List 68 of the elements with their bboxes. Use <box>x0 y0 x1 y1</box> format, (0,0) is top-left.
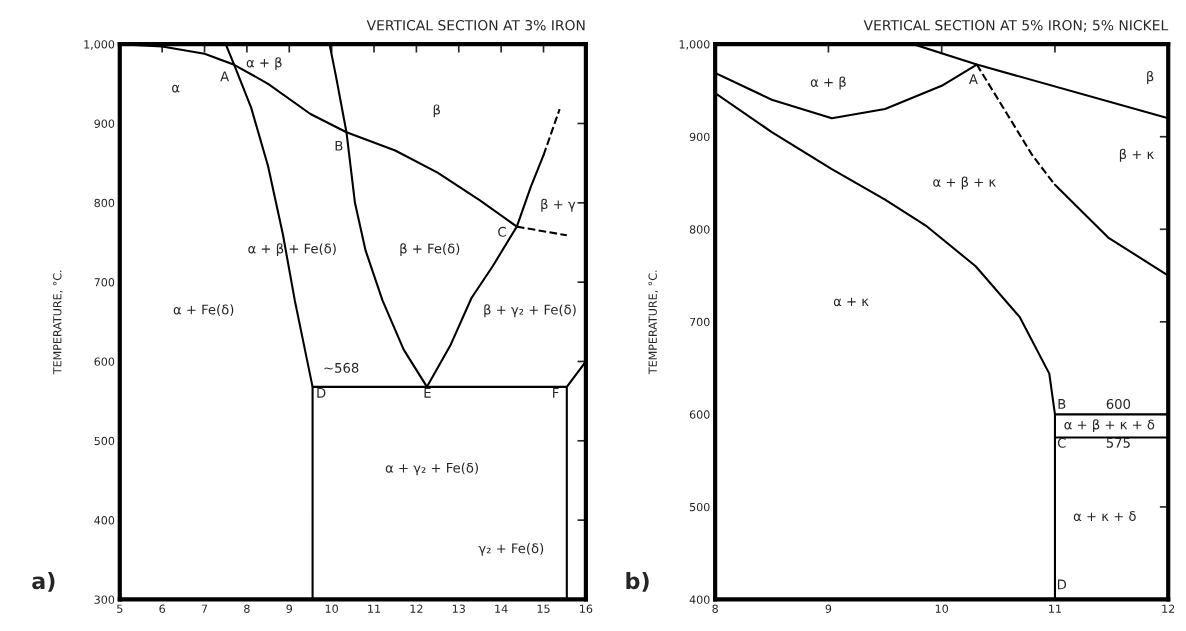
y-tick-label: 1,000 <box>679 40 710 50</box>
text: b) <box>626 572 649 592</box>
annotation: α + β + κ <box>933 176 996 190</box>
annotation: β + κ <box>1119 148 1154 162</box>
y-tick-label: 500 <box>689 502 710 512</box>
annotation: 600 <box>1106 398 1131 409</box>
y-axis-title: TEMPERATURE, °C. <box>648 270 659 375</box>
annotation: α + β <box>246 57 282 71</box>
annotation: A <box>220 71 230 82</box>
y-tick-label: 700 <box>690 317 710 327</box>
annotation: γ₂ + Fe(δ) <box>478 543 544 556</box>
annotation: 575 <box>1106 437 1130 448</box>
x-tick-label: 15 <box>537 604 550 613</box>
annotation: A <box>968 74 978 84</box>
x-tick-label: 10 <box>935 604 949 613</box>
x-tick-label: 11 <box>368 604 381 613</box>
y-tick-label: 400 <box>94 516 115 525</box>
y-tick-label: 800 <box>94 198 115 208</box>
annotation: α + β + κ + δ <box>1064 419 1155 433</box>
annotation: B <box>1058 399 1066 409</box>
x-tick-label: 12 <box>410 604 423 613</box>
text: a) <box>32 572 55 592</box>
y-tick-label: 300 <box>94 595 115 604</box>
annotation: α + γ₂ + Fe(δ) <box>385 462 478 476</box>
y-tick-label: 600 <box>94 357 115 366</box>
x-tick-label: 8 <box>244 604 250 613</box>
x-tick-label: 8 <box>712 604 718 613</box>
y-tick-label: 900 <box>94 119 115 128</box>
y-tick-label: 1,000 <box>84 40 115 50</box>
annotation: D <box>317 388 326 398</box>
annotation: ~568 <box>324 362 359 373</box>
x-tick-label: 6 <box>159 604 165 613</box>
annotation: β <box>433 104 440 118</box>
annotation: E <box>424 388 431 398</box>
x-tick-label: 9 <box>286 604 293 613</box>
x-tick-label: 9 <box>825 604 832 613</box>
annotation: D <box>1057 579 1067 590</box>
x-tick-label: 5 <box>117 604 123 613</box>
annotation: F <box>553 388 559 398</box>
y-axis-title: TEMPERATURE, °C. <box>53 270 63 375</box>
x-tick-label: 11 <box>1049 604 1061 613</box>
x-tick-label: 14 <box>495 604 508 613</box>
annotation: C <box>1057 437 1066 448</box>
y-tick-label: 700 <box>94 278 115 287</box>
annotation: β + γ₂ + Fe(δ) <box>484 304 576 318</box>
annotation: α <box>172 84 180 93</box>
x-tick-label: 12 <box>1162 604 1175 613</box>
annotation: β + γ <box>541 198 576 212</box>
annotation: α + β + Fe(δ) <box>248 243 336 257</box>
annotation: B <box>335 140 343 151</box>
y-tick-label: 900 <box>689 132 710 142</box>
y-tick-label: 800 <box>689 225 710 234</box>
chart-title: VERTICAL SECTION AT 3% IRON <box>366 19 585 31</box>
x-tick-label: 16 <box>580 604 593 613</box>
annotation: α + κ <box>833 297 869 307</box>
annotation: α + β <box>810 76 846 90</box>
annotation: β + Fe(δ) <box>400 243 460 257</box>
y-tick-label: 600 <box>689 410 710 419</box>
annotation: C <box>498 226 506 237</box>
annotation: α + Fe(δ) <box>173 304 234 317</box>
x-tick-label: 7 <box>201 604 208 613</box>
chart-title: VERTICAL SECTION AT 5% IRON; 5% NICKEL <box>863 19 1169 32</box>
y-tick-label: 400 <box>689 595 710 604</box>
annotation: β <box>1147 71 1154 84</box>
y-tick-label: 500 <box>94 436 115 446</box>
x-tick-label: 10 <box>325 604 338 613</box>
x-tick-label: 13 <box>452 604 465 613</box>
annotation: α + κ + δ <box>1073 511 1136 522</box>
